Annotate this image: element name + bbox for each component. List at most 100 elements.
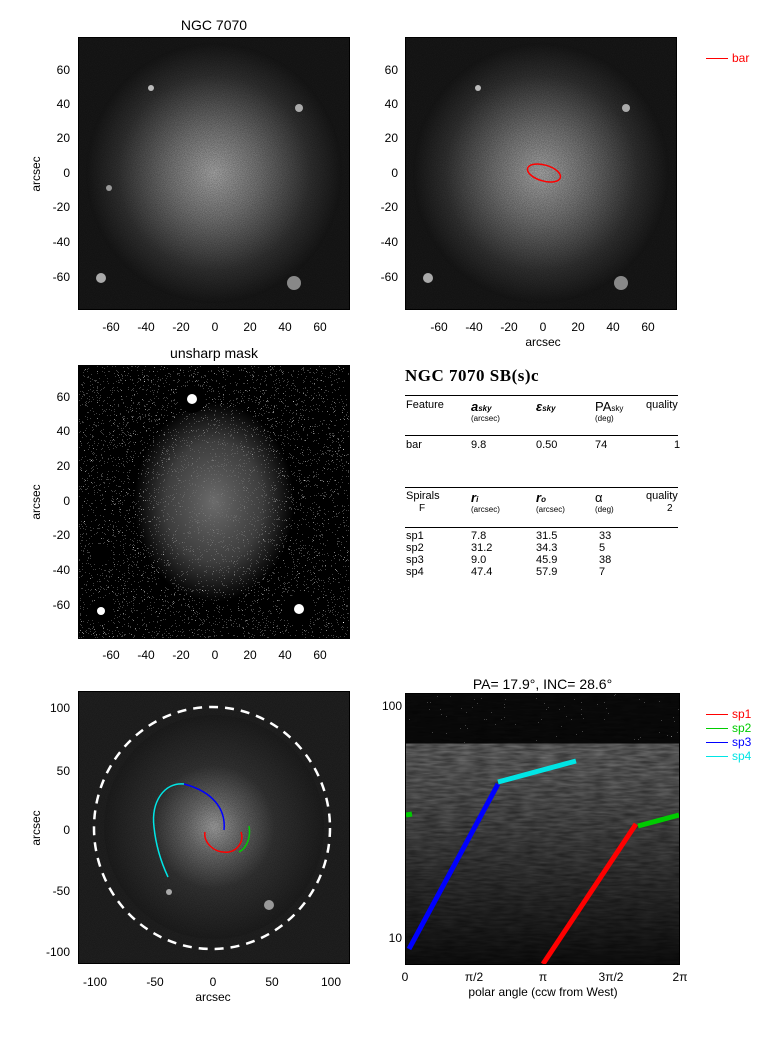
col-ro: r [536,490,542,505]
galaxy-bar-axes: 60 40 20 0 -20 -40 -60 -60 -40 -20 0 20 … [381,63,655,349]
col-quality: quality [646,399,678,411]
xtick: 20 [571,320,585,334]
ytick: 0 [63,166,70,180]
x-axis-label: arcsec [195,990,230,1004]
col-eps-sky: ε [536,399,543,414]
ytick: -20 [53,528,71,542]
spiral-row-ri: 31.2 [471,542,493,554]
col-ro-unit: (arcsec) [536,505,565,514]
ytick: -20 [53,200,71,214]
sp1-curve [204,831,243,853]
galaxy-axes: 60 40 20 0 -20 -40 -60 -60 -40 -20 0 20 … [29,63,327,334]
sp4-track [497,758,577,785]
xtick: -40 [465,320,483,334]
ytick: 40 [57,97,71,111]
ytick: 100 [50,701,70,715]
sp3-track [406,782,501,951]
col-alpha-unit: (deg) [595,505,614,514]
spiral-row-ro: 34.3 [536,542,558,554]
spiral-row-ri: 9.0 [471,554,487,566]
col-ri-sub: i [476,495,479,504]
polar-tracks [405,758,680,966]
unsharp-image [78,365,350,639]
y-axis-label: arcsec [29,156,43,191]
bar-table-header: Feature asky (arcsec) εsky PAsky (deg) q… [405,399,680,433]
xtick: -50 [146,975,164,989]
xtick: 60 [313,648,327,662]
table-rule [405,487,678,488]
xtick: 3π/2 [599,970,624,984]
legend-sp4-line [706,756,728,757]
ytick: -50 [53,884,71,898]
spiral-row-name: sp3 [406,554,424,566]
table-heading: NGC 7070 SB(s)c [405,366,540,385]
legend-sp2-line [706,728,728,729]
bar-quality: 1 [674,439,681,451]
spiral-row-name: sp1 [406,530,424,542]
ytick: 100 [382,699,402,713]
bar-feature: bar [406,439,422,451]
col-feature: Feature [406,399,444,411]
xtick: 60 [641,320,655,334]
bar-table-row: bar 9.8 0.50 74 1 [405,439,680,453]
xtick: 20 [243,320,257,334]
y-axis-label: arcsec [29,810,43,845]
col-ri-unit: (arcsec) [471,505,500,514]
legend-bar-line [706,58,728,59]
legend-sp3-line [706,742,728,743]
panel-title-galaxy: NGC 7070 [180,17,248,33]
col-eps-sky-sub: sky [542,404,556,413]
polar-plot-render [405,694,680,966]
legend-sp4-label: sp4 [732,749,752,763]
xtick: 0 [540,320,547,334]
ytick: -40 [53,563,71,577]
xtick: -60 [430,320,448,334]
col-ri: r [471,490,477,505]
table-rule [405,527,678,528]
panel-title-unsharp: unsharp mask [170,345,258,361]
col-spirals-sub: F [419,503,426,514]
ytick: 20 [57,131,71,145]
galaxy-image-render [79,38,349,309]
galaxy-image [78,37,350,310]
bar-a: 9.8 [471,439,487,451]
spiral-row-alpha: 7 [599,566,606,578]
spiral-row-alpha: 38 [599,554,612,566]
ytick: 10 [389,931,403,945]
sp2-curve [238,825,251,853]
table-rule [405,395,678,396]
col-pa-sky-unit: (deg) [595,414,614,423]
spiral-row-ri: 47.4 [471,566,493,578]
xtick: π/2 [465,970,484,984]
ytick: -60 [53,270,71,284]
spiral-row-alpha: 33 [599,530,612,542]
spiral-table-header: Spirals F ri (arcsec) ro (arcsec) α (deg… [405,490,680,524]
table-rule [405,435,678,436]
xtick: 50 [265,975,279,989]
xtick: -40 [137,320,155,334]
legend-sp2-label: sp2 [732,721,752,735]
ytick: -20 [381,200,399,214]
sp4-curve [152,783,185,878]
ytick: 60 [57,390,71,404]
xtick: 40 [278,320,292,334]
xtick: -20 [172,320,190,334]
legend-sp1-line [706,714,728,715]
col-a-sky: a [471,399,479,414]
spiral-overlay-axes: 100 50 0 -50 -100 -100 -50 0 50 100 arcs… [29,701,341,1004]
col-pa-sky-sub: sky [611,404,624,413]
col-spirals: Spirals [406,490,440,502]
x-axis-label: polar angle (ccw from West) [468,985,617,999]
spiral-row-name: sp4 [406,566,424,578]
xtick: 40 [606,320,620,334]
col-pa-sky: PA [595,399,612,414]
xtick: -60 [102,320,120,334]
xtick: -40 [137,648,155,662]
x-axis-label: arcsec [525,335,560,349]
col-a-sky-sub: sky [478,404,492,413]
xtick: 20 [243,648,257,662]
ytick: 0 [63,494,70,508]
spiral-row-ri: 7.8 [471,530,487,542]
ytick: -40 [53,235,71,249]
ytick: 0 [63,823,70,837]
